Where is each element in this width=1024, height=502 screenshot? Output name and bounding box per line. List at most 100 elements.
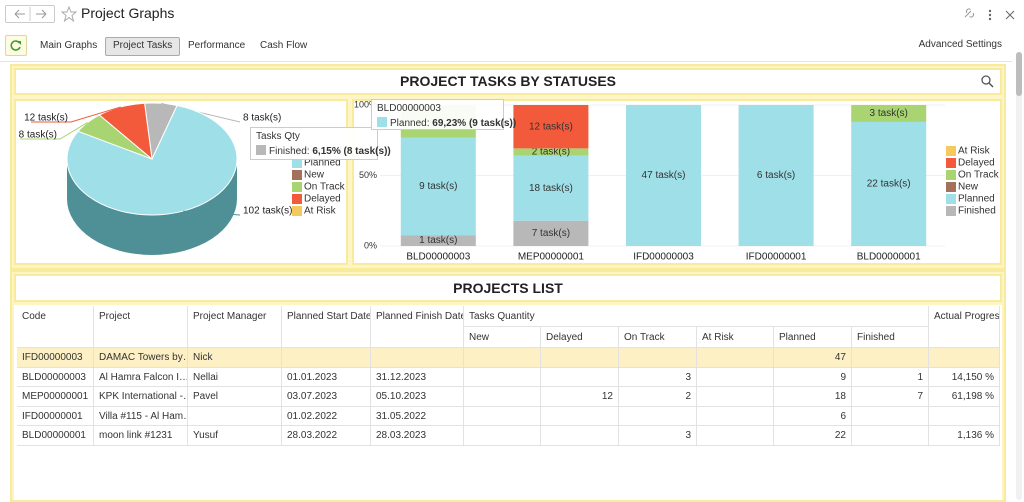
legend-swatch xyxy=(946,158,956,168)
table-cell: 3 xyxy=(619,426,697,446)
bar-label: 22 task(s) xyxy=(867,179,911,190)
pie-label: 8 task(s) xyxy=(243,113,281,124)
column-header: On Track xyxy=(619,327,697,348)
x-tick-label: MEP00000001 xyxy=(518,252,585,263)
menu-icon[interactable] xyxy=(988,9,992,21)
table-cell: 1 xyxy=(852,367,929,387)
bar-segment xyxy=(626,105,701,246)
favorite-star[interactable] xyxy=(61,6,77,22)
table-cell: KPK International -… xyxy=(94,387,188,407)
column-header: Actual Progress xyxy=(929,306,1000,348)
table-cell: 9 xyxy=(774,367,852,387)
legend-swatch xyxy=(292,170,302,180)
bar-segment xyxy=(513,148,589,156)
bar-segment xyxy=(513,105,589,149)
tooltip-title: Tasks Qty xyxy=(256,131,300,142)
panel-header: PROJECT TASKS BY STATUSES xyxy=(14,68,1002,95)
tab[interactable]: Cash Flow xyxy=(260,40,308,51)
scroll-thumb[interactable] xyxy=(1016,52,1022,96)
legend-swatch xyxy=(292,158,302,168)
pie-label: 102 task(s) xyxy=(243,206,292,217)
table-cell: 2 xyxy=(619,387,697,407)
advanced-settings[interactable]: Advanced Settings xyxy=(918,39,1002,50)
table-cell xyxy=(541,367,619,387)
table-cell: Pavel xyxy=(188,387,282,407)
table-cell: 1,136 % xyxy=(929,426,1000,446)
column-header: Planned xyxy=(774,327,852,348)
window-icons xyxy=(964,8,1015,21)
legend-label: On Track xyxy=(958,170,1000,181)
pie-label: 8 task(s) xyxy=(19,130,57,141)
close-icon[interactable] xyxy=(1005,10,1015,20)
tooltip-swatch xyxy=(377,117,387,127)
search-icon[interactable] xyxy=(980,74,994,88)
table-cell: Yusuf xyxy=(188,426,282,446)
tab[interactable]: Main Graphs xyxy=(40,40,98,51)
table-area xyxy=(14,305,1002,500)
tooltip-row: Planned: 69,23% (9 task(s)) xyxy=(377,117,516,129)
column-header: Planned Finish Date xyxy=(371,306,464,348)
table-cell: 12 xyxy=(541,387,619,407)
tooltip-swatch xyxy=(256,145,266,155)
table-cell xyxy=(929,406,1000,426)
table-cell xyxy=(541,348,619,368)
legend-swatch xyxy=(292,206,302,216)
forward-arrow[interactable] xyxy=(36,9,47,19)
table-cell xyxy=(464,426,541,446)
leader-line xyxy=(31,106,121,123)
table-cell: 01.01.2023 xyxy=(282,367,371,387)
table-cell: 31.12.2023 xyxy=(371,367,464,387)
tooltip-name: Finished: xyxy=(269,146,310,157)
back-arrow[interactable] xyxy=(14,9,25,19)
legend-label: Finished xyxy=(958,206,996,217)
x-tick-label: IFD00000003 xyxy=(633,252,694,263)
column-header: Project xyxy=(94,306,188,348)
table-cell: IFD00000003 xyxy=(17,348,94,368)
link-icon[interactable] xyxy=(964,8,974,18)
table-cell: 14,150 % xyxy=(929,367,1000,387)
bar-label: 18 task(s) xyxy=(529,183,573,194)
bar-label: 1 task(s) xyxy=(419,235,457,246)
tooltip-name: Planned: xyxy=(390,118,430,129)
projects-title: PROJECTS LIST xyxy=(453,280,563,296)
tab[interactable]: Project Tasks xyxy=(105,37,181,56)
table-cell xyxy=(929,348,1000,368)
y-tick-label: 100% xyxy=(354,99,377,109)
column-header: Delayed xyxy=(541,327,619,348)
table-cell xyxy=(697,426,774,446)
legend-swatch xyxy=(946,170,956,180)
bar-segment xyxy=(400,235,476,246)
tooltip-value: 69,23% (9 task(s)) xyxy=(432,118,517,129)
bar-label: 12 task(s) xyxy=(529,121,573,132)
bar-label: 9 task(s) xyxy=(419,181,457,192)
tab[interactable]: Performance xyxy=(188,40,246,51)
table-cell xyxy=(541,406,619,426)
bar-label: 2 task(s) xyxy=(532,147,570,158)
pie-label: 12 task(s) xyxy=(24,113,68,124)
legend-label: On Track xyxy=(304,182,346,193)
table-cell: 6 xyxy=(774,406,852,426)
table-cell xyxy=(852,348,929,368)
tooltip-title: BLD00000003 xyxy=(377,103,441,114)
bar-segment xyxy=(851,105,927,122)
table-cell: Al Hamra Falcon I… xyxy=(94,367,188,387)
column-header: Planned Start Date xyxy=(282,306,371,348)
refresh-button[interactable] xyxy=(5,35,27,56)
bar-segment xyxy=(851,121,927,246)
legend-swatch xyxy=(946,146,956,156)
leader-line xyxy=(20,122,88,140)
table-cell: 7 xyxy=(852,387,929,407)
scrollbar[interactable] xyxy=(1016,52,1022,500)
legend-label: New xyxy=(958,182,979,193)
table-cell: 03.07.2023 xyxy=(282,387,371,407)
table-cell xyxy=(188,406,282,426)
x-tick-label: BLD00000003 xyxy=(406,252,470,263)
legend-label: Planned xyxy=(958,194,995,205)
legend-swatch xyxy=(946,206,956,216)
pie-side xyxy=(67,159,237,255)
separator xyxy=(0,61,1012,62)
table-cell: 47 xyxy=(774,348,852,368)
nav-buttons[interactable] xyxy=(5,5,55,23)
bar-label: 6 task(s) xyxy=(757,170,795,181)
